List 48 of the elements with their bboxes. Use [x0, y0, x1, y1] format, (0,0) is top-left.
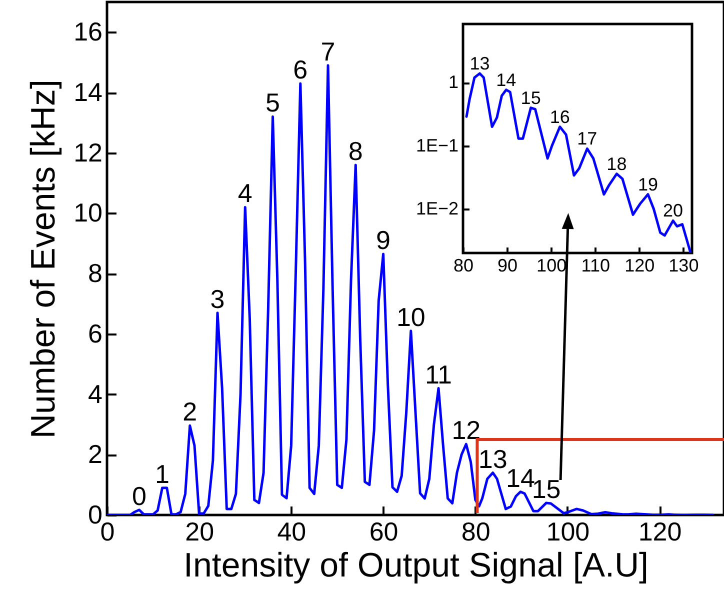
annotation: 8 [348, 136, 363, 166]
y-tick-label: 14 [74, 77, 102, 108]
y-tick-label: 4 [88, 378, 102, 409]
y-tick-label: 1E−2 [416, 198, 458, 218]
x-tick-label: 20 [185, 516, 214, 546]
annotation: 4 [238, 178, 252, 208]
x-tick-label: 120 [638, 516, 682, 546]
x-tick-label: 110 [581, 256, 610, 276]
annotation: 13 [470, 53, 490, 74]
y-tick-label: 1E−1 [416, 135, 458, 156]
annotation: 9 [376, 224, 391, 255]
x-tick-label: 80 [453, 256, 474, 276]
annotation: 7 [320, 36, 336, 66]
x-tick-label: 90 [498, 256, 518, 276]
annotation: 0 [132, 480, 146, 511]
annotation: 14 [496, 70, 516, 90]
x-tick-label: 80 [461, 516, 490, 546]
annotation: 2 [182, 396, 198, 427]
annotation: 20 [663, 200, 684, 221]
x-tick-label: 100 [546, 516, 590, 546]
annotation: 5 [266, 88, 280, 118]
annotation: 10 [396, 302, 426, 332]
annotation: 1 [155, 458, 170, 489]
annotation: 6 [293, 54, 308, 84]
x-tick-label: 120 [624, 256, 655, 276]
y-tick-label: 1 [448, 72, 458, 92]
y-tick-label: 8 [88, 258, 102, 288]
annotation: 17 [577, 128, 598, 149]
y-tick-label: 10 [74, 198, 102, 228]
y-tick-label: 12 [74, 137, 102, 168]
y-axis-title: Number of Events [kHz] [24, 79, 63, 439]
annotation: 16 [550, 106, 570, 127]
x-axis-title: Intensity of Output Signal [A.U] [184, 546, 648, 584]
annotation: 14 [506, 462, 535, 493]
annotation: 3 [210, 284, 225, 314]
annotation: 18 [606, 154, 627, 174]
annotation: 15 [520, 88, 541, 108]
x-tick-label: 60 [369, 516, 398, 546]
y-tick-label: 6 [88, 318, 102, 348]
y-tick-label: 16 [74, 16, 102, 47]
annotation: 19 [638, 174, 658, 194]
x-tick-label: 40 [277, 516, 306, 546]
y-tick-label: 2 [88, 439, 102, 470]
annotation: 13 [478, 444, 508, 474]
x-tick-label: 130 [668, 256, 699, 276]
annotation: 12 [452, 415, 481, 446]
annotation: 11 [425, 359, 452, 390]
line-series [465, 72, 692, 253]
